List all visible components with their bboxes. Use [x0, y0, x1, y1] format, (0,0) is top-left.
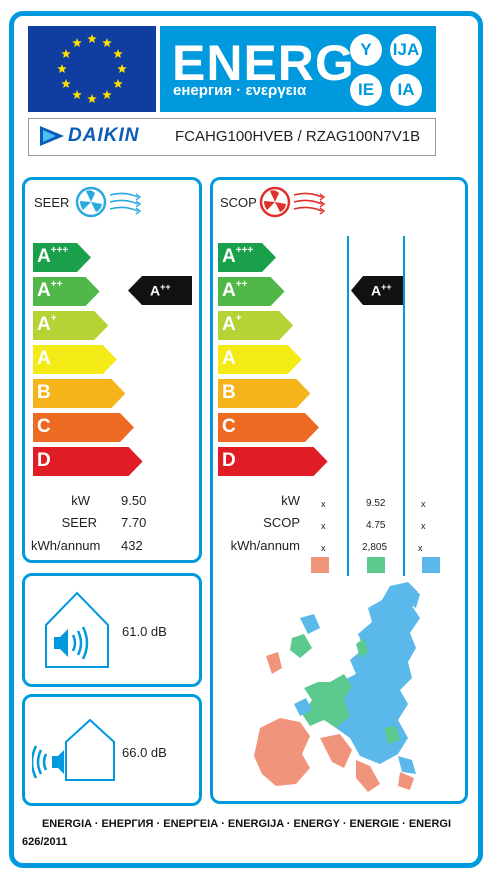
- heat-col3-scop: x: [421, 521, 426, 531]
- heating-rating-marker: A++: [351, 276, 415, 305]
- energ-subtitle: енергия · ενεργεια: [173, 82, 307, 99]
- cooling-class-bar: D: [33, 447, 143, 476]
- heat-col2-kw: 9.52: [366, 498, 386, 509]
- eu-star: [87, 34, 97, 43]
- model-row: [28, 118, 436, 156]
- cooling-rating-label: A++: [150, 282, 171, 299]
- heat-col2-scop: 4.75: [366, 520, 386, 531]
- heating-class-label: A+++: [222, 245, 254, 267]
- heat-row-scop-label: SCOP: [263, 515, 300, 530]
- heating-rating-label: A++: [371, 282, 392, 299]
- zone-cold-swatch: [422, 557, 440, 573]
- eu-star: [57, 64, 67, 73]
- eu-star: [102, 90, 112, 99]
- heating-class-label: A: [222, 348, 236, 369]
- cooling-class-bar: A++: [33, 277, 100, 306]
- daikin-triangle-icon: [40, 126, 64, 146]
- cool-row-kw-label: kW: [71, 493, 90, 508]
- cooling-class-bar: A+: [33, 311, 109, 340]
- indoor-noise-panel: [22, 573, 202, 687]
- cool-row-kwh-label: kWh/annum: [31, 538, 101, 553]
- cooling-class-label: A+: [37, 313, 57, 335]
- eu-star: [113, 79, 123, 88]
- eu-star: [87, 94, 97, 103]
- heat-col3-kwh: x: [418, 543, 423, 553]
- eu-star: [117, 64, 127, 73]
- eu-star: [61, 79, 71, 88]
- seer-title: SEER: [34, 195, 70, 210]
- heating-class-bar: A: [218, 345, 302, 374]
- cooling-class-bar: C: [33, 413, 134, 442]
- brand-name: DAIKIN: [68, 125, 140, 146]
- cooling-panel: [22, 177, 202, 563]
- heat-col1-scop: x: [321, 521, 326, 531]
- footer-languages: ENERGIA · ЕНЕРГИЯ · ΕΝΕΡΓΕΙΑ · ENERGIJA …: [41, 818, 452, 830]
- cool-row-seer-label: SEER: [61, 515, 97, 530]
- cooling-class-bar: A: [33, 345, 117, 374]
- heat-row-kwh-label: kWh/annum: [230, 538, 300, 553]
- badge-ie: IE: [350, 74, 382, 106]
- zone-warm-swatch: [311, 557, 329, 573]
- cooling-class-label: A+++: [37, 245, 69, 267]
- heat-col1-kwh: x: [321, 543, 326, 553]
- cooling-class-bar: B: [33, 379, 126, 408]
- eu-star: [72, 90, 82, 99]
- heating-class-bar: C: [218, 413, 319, 442]
- cooling-class-label: A++: [37, 279, 63, 301]
- cooling-class-label: B: [37, 382, 51, 403]
- zone-divider-1: [347, 236, 349, 576]
- cool-row-kw-value: 9.50: [121, 493, 147, 508]
- eu-star: [61, 49, 71, 58]
- badge-ija: IJA: [390, 34, 422, 66]
- footer-regulation: 626/2011: [22, 836, 68, 848]
- eu-star: [113, 49, 123, 58]
- heating-class-label: D: [222, 450, 236, 471]
- heating-class-bar: A++: [218, 277, 285, 306]
- daikin-logo: DAIKIN: [40, 125, 139, 147]
- heating-panel: [210, 177, 468, 804]
- heating-class-bar: A+: [218, 311, 294, 340]
- heating-class-label: A+: [222, 313, 242, 335]
- outdoor-noise-value: 66.0 dB: [122, 745, 167, 760]
- indoor-noise-value: 61.0 dB: [122, 624, 167, 639]
- eu-stars-icon: [57, 34, 127, 103]
- cooling-class-label: D: [37, 450, 51, 471]
- heating-class-label: C: [222, 416, 236, 437]
- scop-title: SCOP: [220, 195, 257, 210]
- heat-col2-kwh: 2,805: [362, 542, 388, 553]
- heating-class-bar: D: [218, 447, 328, 476]
- zone-average-swatch: [367, 557, 385, 573]
- outdoor-speaker-icon: [32, 718, 115, 781]
- heat-col1-kw: x: [321, 499, 326, 509]
- badge-y: Y: [350, 34, 382, 66]
- model-number: FCAHG100HVEB / RZAG100N7V1B: [175, 128, 421, 145]
- eu-flag: [28, 26, 156, 112]
- heating-class-bar: B: [218, 379, 311, 408]
- heat-col3-kw: x: [421, 499, 426, 509]
- europe-climate-map: [254, 582, 420, 792]
- outdoor-noise-panel: [22, 694, 202, 806]
- fan-heat-icon: [259, 186, 326, 218]
- label-frame: [9, 11, 483, 868]
- eu-star: [102, 38, 112, 48]
- cool-row-seer-value: 7.70: [121, 515, 147, 530]
- fan-cool-icon: [75, 186, 142, 218]
- heating-class-label: B: [222, 382, 236, 403]
- cooling-class-label: A: [37, 348, 51, 369]
- heating-class-bar: A+++: [218, 243, 276, 272]
- cooling-class-bar: A+++: [33, 243, 91, 272]
- zone-divider-2: [403, 236, 405, 576]
- heating-class-label: A++: [222, 279, 248, 301]
- indoor-speaker-icon: [45, 591, 109, 668]
- cooling-rating-marker: A++: [128, 276, 192, 305]
- energy-header: ENERG енергия · ενεργεια Y IJA IE IA: [160, 26, 436, 112]
- eu-star: [72, 38, 82, 48]
- cool-row-kwh-value: 432: [121, 538, 143, 553]
- energ-title: ENERG: [172, 35, 355, 91]
- heat-row-kw-label: kW: [281, 493, 300, 508]
- badge-ia: IA: [390, 74, 422, 106]
- cooling-class-label: C: [37, 416, 51, 437]
